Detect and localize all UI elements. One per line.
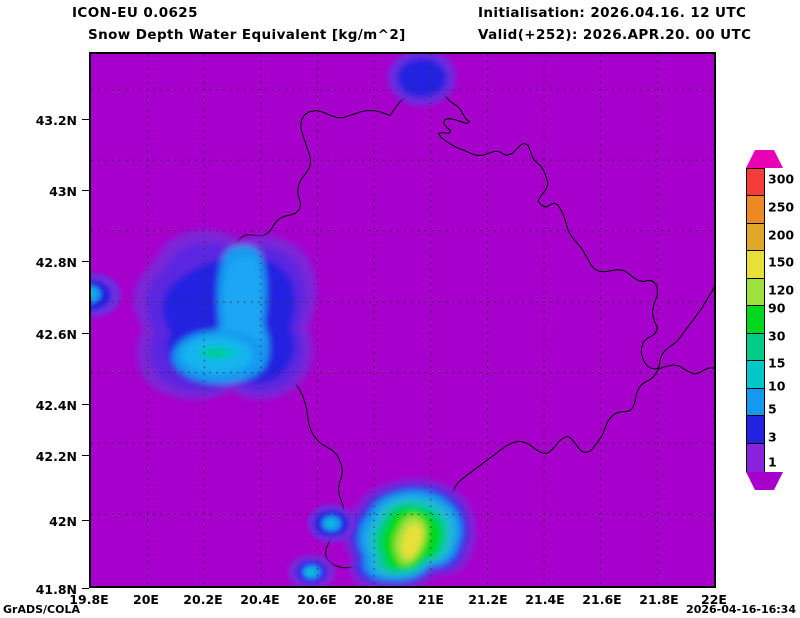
xtick-label: 21E xyxy=(418,592,444,607)
country-border-outline xyxy=(91,54,714,586)
xtick-label: 21.8E xyxy=(639,592,679,607)
colorbar-label: 90 xyxy=(768,300,786,316)
colorbar-under-arrow xyxy=(746,472,783,490)
xtick-label: 20.2E xyxy=(183,592,223,607)
xtick-label: 19.8E xyxy=(69,592,109,607)
snow-depth-raster xyxy=(91,54,714,586)
colorbar-segment xyxy=(747,196,764,224)
ytick-label: 42.4N xyxy=(35,398,77,413)
colorbar-segment xyxy=(747,333,764,362)
footer-source-label: GrADS/COLA xyxy=(3,603,80,616)
xtick-label: 20.6E xyxy=(297,592,337,607)
footer-timestamp-label: 2026-04-16-16:34 xyxy=(686,603,796,616)
colorbar-segment xyxy=(747,388,764,417)
header-valid-label: Valid(+252): 2026.APR.20. 00 UTC xyxy=(478,27,752,43)
colorbar-label: 150 xyxy=(768,254,795,270)
header-initialisation-label: Initialisation: 2026.04.16. 12 UTC xyxy=(478,5,747,21)
colorbar-segment xyxy=(747,306,764,334)
ytick-label: 42.2N xyxy=(35,449,77,464)
ytick-label: 42.6N xyxy=(35,327,77,342)
xtick-label: 21.2E xyxy=(468,592,508,607)
ytick-mark xyxy=(82,333,89,334)
colorbar-label: 120 xyxy=(768,282,795,298)
ytick-mark xyxy=(82,588,89,589)
xtick-label: 20.8E xyxy=(354,592,394,607)
ytick-label: 42.8N xyxy=(35,255,77,270)
map-plot-area[interactable] xyxy=(89,52,716,588)
colorbar-label: 5 xyxy=(768,401,777,417)
colorbar[interactable] xyxy=(746,168,765,474)
ytick-label: 43.2N xyxy=(35,113,77,128)
xtick-label: 22E xyxy=(701,592,727,607)
colorbar-label: 10 xyxy=(768,378,786,394)
ytick-mark xyxy=(82,261,89,262)
ytick-mark xyxy=(82,119,89,120)
colorbar-segment xyxy=(747,443,764,474)
colorbar-segment xyxy=(747,361,764,389)
colorbar-label: 30 xyxy=(768,328,786,344)
colorbar-label: 250 xyxy=(768,199,795,215)
ytick-mark xyxy=(82,404,89,405)
xtick-label: 20.4E xyxy=(240,592,280,607)
colorbar-segment xyxy=(747,278,764,307)
colorbar-segment xyxy=(747,416,764,444)
colorbar-label: 1 xyxy=(768,454,777,470)
ytick-label: 41.8N xyxy=(35,582,77,597)
colorbar-label: 200 xyxy=(768,227,795,243)
header-model-label: ICON-EU 0.0625 xyxy=(72,5,198,21)
colorbar-label: 300 xyxy=(768,171,795,187)
ytick-mark xyxy=(82,190,89,191)
ytick-mark xyxy=(82,520,89,521)
ytick-label: 43N xyxy=(49,184,77,199)
colorbar-label: 3 xyxy=(768,429,777,445)
colorbar-label: 15 xyxy=(768,355,786,371)
xtick-label: 21.6E xyxy=(582,592,622,607)
colorbar-segment xyxy=(747,169,764,197)
ytick-mark xyxy=(82,455,89,456)
xtick-label: 20E xyxy=(133,592,159,607)
colorbar-over-arrow xyxy=(746,150,783,168)
colorbar-segment xyxy=(747,251,764,279)
ytick-label: 42N xyxy=(49,514,77,529)
colorbar-segment xyxy=(747,223,764,252)
header-field-label: Snow Depth Water Equivalent [kg/m^2] xyxy=(88,27,406,43)
xtick-label: 21.4E xyxy=(525,592,565,607)
